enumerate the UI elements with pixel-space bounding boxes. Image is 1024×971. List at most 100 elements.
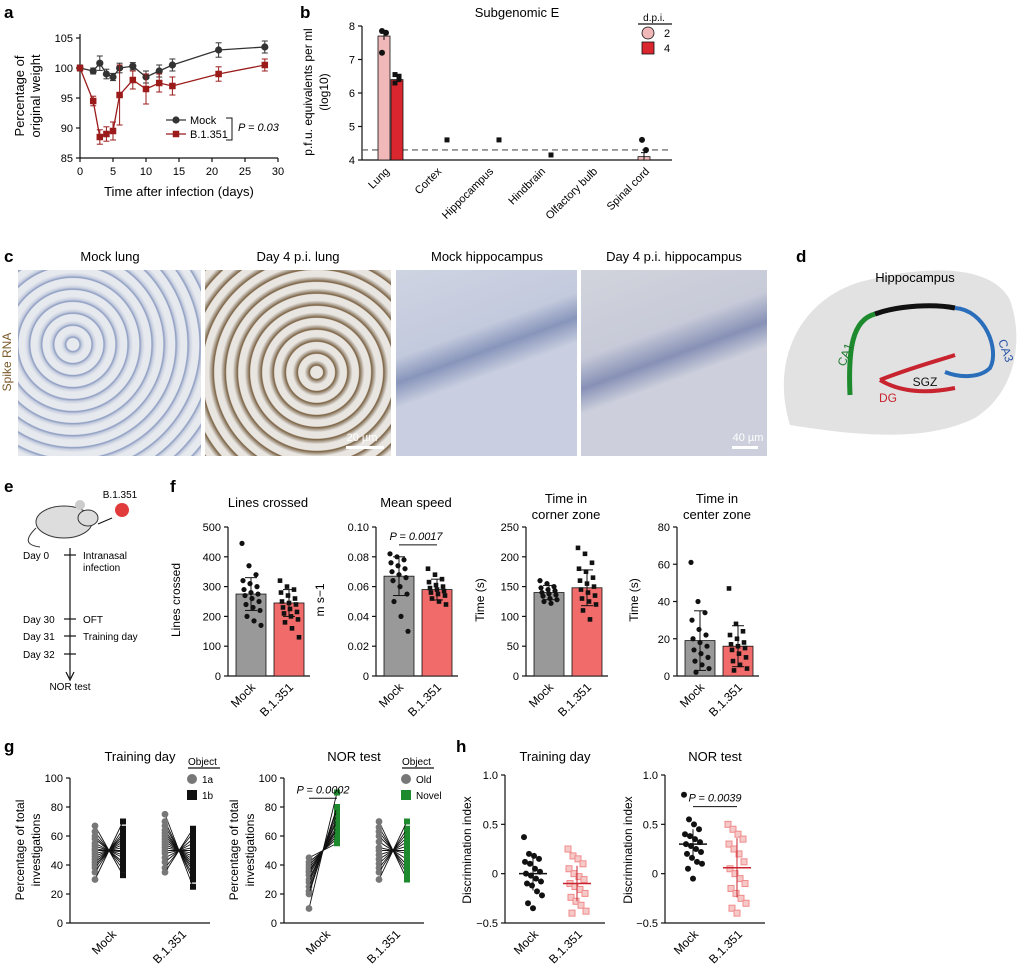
h2-point (693, 846, 699, 852)
a-y-tick-label: 105 (55, 33, 73, 45)
f1-point (255, 591, 261, 597)
g2-point-b (404, 866, 410, 873)
f4-point (691, 647, 697, 653)
h1-y-tick-label: 0.5 (483, 819, 498, 831)
b-legend-marker-2-outline (641, 26, 655, 40)
panel-letter-g: g (4, 737, 14, 756)
g2-y-label-1: Percentage of total (227, 800, 241, 901)
f2-point (435, 591, 441, 597)
f2-point (429, 596, 435, 601)
f3-point (584, 581, 590, 586)
b-bar (390, 79, 404, 161)
f2-y-label: m s−1 (313, 583, 327, 616)
h2-point (737, 894, 745, 902)
a-legend-mock: Mock (190, 115, 217, 127)
h1-category-label: Mock (511, 927, 542, 958)
f1-point (279, 599, 285, 604)
g2-point-b (404, 856, 410, 863)
f4-point (740, 629, 746, 634)
f1-point (244, 613, 250, 620)
h1-point (568, 909, 576, 917)
d-label-dg: DG (879, 391, 897, 405)
g2-point-b (404, 876, 410, 883)
g1-legend-marker-a (187, 774, 197, 784)
a-y-label-1: Percentage of (12, 55, 27, 136)
f4-point (727, 632, 733, 638)
h1-point (564, 845, 572, 853)
h2-y-tick-label: 0 (652, 869, 658, 881)
g1-point-b (190, 883, 196, 890)
h2-point (725, 840, 733, 848)
g2-y-tick-label: 40 (265, 860, 277, 872)
a-x-tick-label: 25 (239, 166, 251, 178)
f1-point (295, 617, 301, 622)
b-y-tick-label: 7 (349, 55, 355, 67)
a-y-tick-label: 100 (55, 63, 73, 75)
h2-point (732, 889, 740, 897)
f4-point (699, 662, 705, 668)
f1-point (250, 604, 256, 611)
b-y-tick-label: 4 (349, 155, 355, 167)
a-y-label-2: original weight (28, 54, 43, 137)
h2-point (729, 825, 737, 833)
f4-y-tick-label: 40 (658, 597, 670, 609)
h1-point (531, 852, 537, 859)
f2-point (439, 576, 445, 582)
g2-point-a (375, 838, 383, 846)
f4-point (698, 651, 704, 657)
b-point (392, 80, 398, 86)
f3-point (587, 617, 593, 622)
f2-point (433, 582, 439, 588)
h2-point (728, 904, 736, 912)
g1-legend-title: Object (188, 757, 217, 768)
g2-legend-marker-b (401, 790, 411, 800)
b-point (639, 136, 645, 143)
g1-category-label: Mock (89, 927, 120, 958)
g1-point-b (190, 844, 196, 851)
f2-point (389, 569, 395, 575)
micrograph-mock-hippocampus (396, 270, 577, 456)
h2-point (696, 826, 702, 833)
f1-y-tick-label: 100 (203, 641, 221, 653)
f4-point (743, 655, 749, 660)
f1-category-label: B.1.351 (257, 680, 296, 719)
h1-point (574, 855, 582, 863)
g1-point-b (120, 866, 126, 873)
b-point (396, 73, 402, 79)
g2-point-a (375, 832, 383, 840)
g1-category-label: B.1.351 (150, 927, 189, 966)
h1-category-label: B.1.351 (546, 927, 585, 966)
g1-point-a (161, 868, 169, 876)
f3-point (593, 602, 599, 607)
h1-y-tick-label: 0 (492, 869, 498, 881)
g1-point-a (91, 868, 99, 876)
g2-point-b (404, 847, 410, 854)
e-day-label: Day 32 (23, 650, 55, 661)
h1-title: Training day (519, 749, 591, 764)
b-legend-4: 4 (664, 43, 670, 55)
e-mouse-tail (27, 527, 41, 548)
b-point (444, 137, 450, 143)
f4-point (736, 651, 742, 656)
d-black-path (874, 303, 956, 317)
f2-point (388, 560, 394, 566)
g1-point-b (190, 840, 196, 847)
f4-point (730, 658, 736, 664)
c-y-label: Spike RNA (0, 333, 14, 392)
h1-point (565, 865, 573, 873)
f1-title: Lines crossed (228, 495, 308, 510)
f3-y-tick-label: 100 (501, 611, 519, 623)
f1-point (278, 590, 284, 595)
h2-point (739, 835, 747, 843)
g2-y-tick-label: 100 (259, 773, 277, 785)
f1-point (254, 584, 260, 590)
f4-point (734, 636, 740, 642)
f3-point (545, 586, 551, 593)
h2-point (686, 816, 692, 823)
f1-point (248, 589, 254, 596)
f3-y-tick-label: 150 (501, 582, 519, 594)
a-point (261, 43, 269, 51)
g2-legend-b: Novel (416, 791, 442, 802)
g2-point-a (375, 876, 383, 883)
g1-legend-b: 1b (202, 791, 214, 802)
